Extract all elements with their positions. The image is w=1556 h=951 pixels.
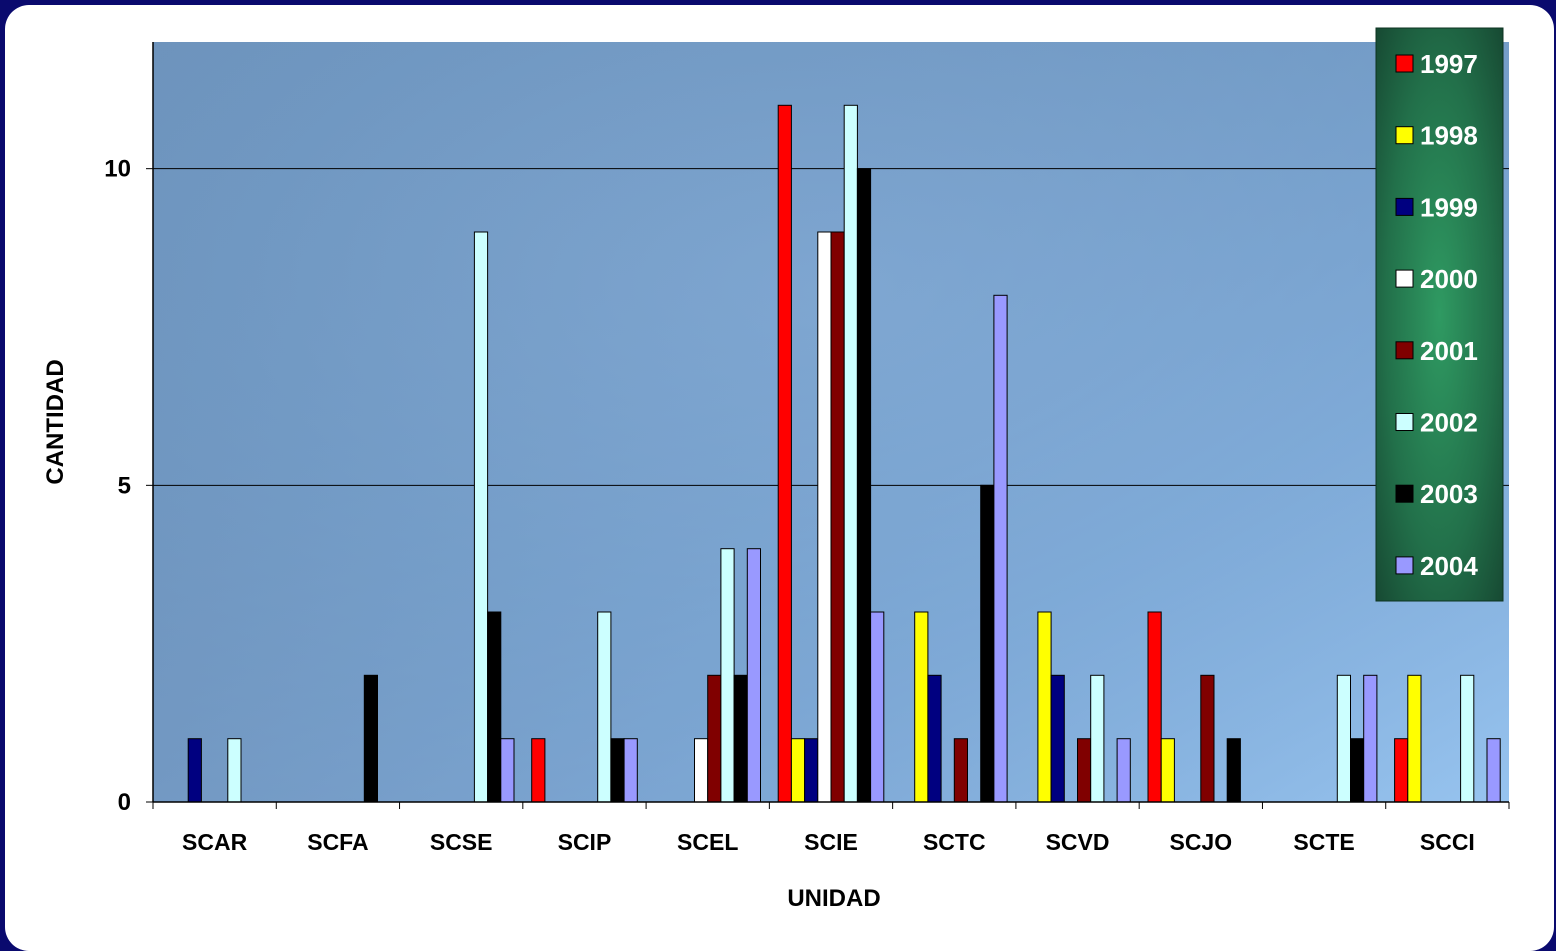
bar-1998-sctc [914,611,929,803]
legend: 1997 1998 1999 2000 2001 2002 2003 2004 [1375,27,1504,602]
bar-1997-scci [1394,738,1409,803]
bar-2004-scse [500,738,515,803]
bar-2004-scte [1363,674,1378,803]
y-tick-labels: 0 5 10 [104,156,131,816]
x-tick-label-scip: SCIP [558,829,612,855]
legend-label-1998: 1998 [1420,121,1478,151]
y-tick-label-5: 5 [118,472,131,499]
bar-2001-scvd [1077,738,1092,803]
bar-2003-scip [610,738,625,803]
y-axis-title: CANTIDAD [42,359,69,484]
bar-2003-scte [1350,738,1365,803]
bar-2004-scel [746,548,761,803]
bar-2001-scjo [1200,674,1215,803]
bars [187,104,1501,803]
bar-2002-scci [1460,674,1475,803]
bar-1999-scie [804,738,819,803]
bar-2003-scel [733,674,748,803]
bar-1998-scjo [1160,738,1175,803]
bar-1998-scie [790,738,806,803]
bar-2002-scte [1336,674,1352,803]
x-tick-label-scie: SCIE [804,829,858,855]
legend-swatch-1998 [1395,126,1414,145]
legend-swatch-1999 [1395,197,1414,216]
legend-label-2003: 2003 [1420,479,1478,509]
y-tick-label-0: 0 [118,789,131,816]
bar-2003-scie [856,168,872,803]
y-tick-label-10: 10 [104,156,131,183]
legend-label-2000: 2000 [1420,264,1478,294]
legend-label-2001: 2001 [1420,336,1478,366]
x-tick-label-scte: SCTE [1293,829,1354,855]
bar-1997-scjo [1147,611,1162,803]
bar-1999-scvd [1050,674,1065,803]
bar-2003-scse [487,611,502,803]
bar-2003-scfa [363,674,378,803]
x-tick-labels: SCAR SCFA SCSE SCIP SCEL SCIE SCTC SCVD SCJO SCTE… [182,829,1475,855]
legend-label-1997: 1997 [1420,49,1478,79]
legend-swatch-1997 [1395,54,1414,73]
bar-1999-sctc [927,674,942,803]
bar-1999-scar [187,738,202,803]
axes [146,42,1510,809]
legend-label-1999: 1999 [1420,192,1478,222]
bar-2000-scie [817,231,832,803]
x-tick-label-scvd: SCVD [1046,829,1110,855]
x-tick-label-scjo: SCJO [1169,829,1232,855]
bar-2002-scar [227,738,242,803]
x-axis-title: UNIDAD [787,885,880,912]
legend-label-2004: 2004 [1420,551,1478,581]
bar-1998-scci [1407,674,1422,803]
bar-2001-sctc [953,738,968,803]
bar-2004-scvd [1116,738,1131,803]
x-tick-label-scel: SCEL [677,829,738,855]
bar-2001-scie [830,231,845,803]
bar-2004-scci [1486,738,1501,803]
bar-2004-scip [623,738,638,803]
legend-swatch-2000 [1395,269,1414,288]
bar-2002-scie [843,104,858,803]
x-tick-label-scci: SCCI [1420,829,1475,855]
x-tick-label-sctc: SCTC [923,829,986,855]
bar-2002-scip [597,611,612,803]
bar-1998-scvd [1037,611,1052,803]
bar-2002-scel [720,548,735,803]
bar-chart: 0 5 10 SCAR SCFA SCSE SCIP SCEL SCIE SCTC SCVD SCJ… [42,27,1510,912]
bar-2004-sctc [993,294,1008,803]
bar-2002-scvd [1090,674,1105,803]
bar-2003-sctc [980,484,995,803]
x-tick-label-scse: SCSE [430,829,493,855]
legend-swatch-2003 [1395,484,1414,503]
bar-2003-scjo [1226,738,1241,803]
x-tick-label-scar: SCAR [182,829,248,855]
bar-2002-scse [473,231,489,803]
bar-1997-scip [531,738,546,803]
legend-swatch-2002 [1395,413,1414,431]
bar-2001-scel [707,674,722,803]
chart-frame: 0 5 10 SCAR SCFA SCSE SCIP SCEL SCIE SCTC SCVD SCJ… [5,5,1554,951]
bar-2000-scel [694,738,709,803]
x-tick-label-scfa: SCFA [307,829,368,855]
legend-swatch-2004 [1395,556,1414,575]
bar-1997-scie [777,104,792,803]
legend-box [1375,27,1504,602]
legend-swatch-2001 [1395,341,1414,360]
legend-label-2002: 2002 [1420,408,1478,438]
bar-2004-scie [870,611,885,803]
